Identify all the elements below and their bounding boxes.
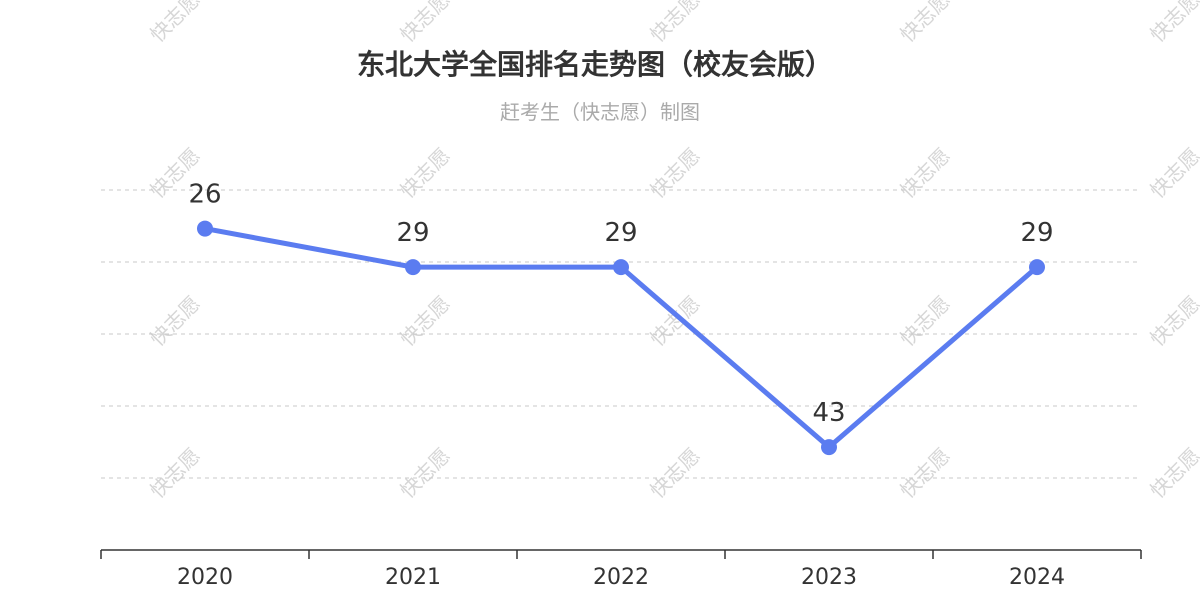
- data-point[interactable]: [613, 259, 629, 276]
- data-point[interactable]: [821, 439, 837, 456]
- data-point[interactable]: [1029, 259, 1045, 276]
- watermark-text: 快志愿: [1145, 291, 1200, 350]
- watermark-text: 快志愿: [895, 143, 954, 202]
- data-point[interactable]: [197, 220, 213, 237]
- data-label: 29: [1020, 218, 1053, 248]
- watermark-text: 快志愿: [895, 0, 954, 47]
- watermark-text: 快志愿: [395, 0, 454, 47]
- watermark-text: 快志愿: [645, 0, 704, 47]
- watermark-text: 快志愿: [895, 443, 954, 502]
- x-axis: 2020 2021 2022 2023 2024: [100, 549, 1142, 590]
- series-layer: 26 29 29 43 29: [188, 180, 1054, 456]
- watermark-text: 快志愿: [145, 0, 204, 47]
- watermark-text: 快志愿: [395, 443, 454, 502]
- chart-title: 东北大学全国排名走势图（校友会版）: [357, 48, 833, 81]
- data-label: 43: [812, 398, 845, 428]
- x-tick-label: 2021: [385, 565, 441, 590]
- x-tick-label: 2024: [1009, 565, 1065, 590]
- x-tick-label: 2023: [801, 565, 857, 590]
- watermark-text: 快志愿: [645, 143, 704, 202]
- watermark-text: 快志愿: [895, 291, 954, 350]
- watermark-text: 快志愿: [1145, 143, 1200, 202]
- watermark-text: 快志愿: [645, 291, 704, 350]
- watermark-text: 快志愿: [645, 443, 704, 502]
- data-point[interactable]: [405, 259, 421, 276]
- watermark-text: 快志愿: [145, 291, 204, 350]
- watermark-text: 快志愿: [1145, 443, 1200, 502]
- data-label: 29: [396, 218, 429, 248]
- x-tick-label: 2020: [177, 565, 233, 590]
- x-tick-label: 2022: [593, 565, 649, 590]
- watermark-text: 快志愿: [395, 291, 454, 350]
- watermark-text: 快志愿: [395, 143, 454, 202]
- watermark-text: 快志愿: [1145, 0, 1200, 47]
- chart-subtitle: 赶考生（快志愿）制图: [500, 100, 700, 124]
- data-label: 29: [604, 218, 637, 248]
- watermark-text: 快志愿: [145, 443, 204, 502]
- data-label: 26: [188, 180, 221, 210]
